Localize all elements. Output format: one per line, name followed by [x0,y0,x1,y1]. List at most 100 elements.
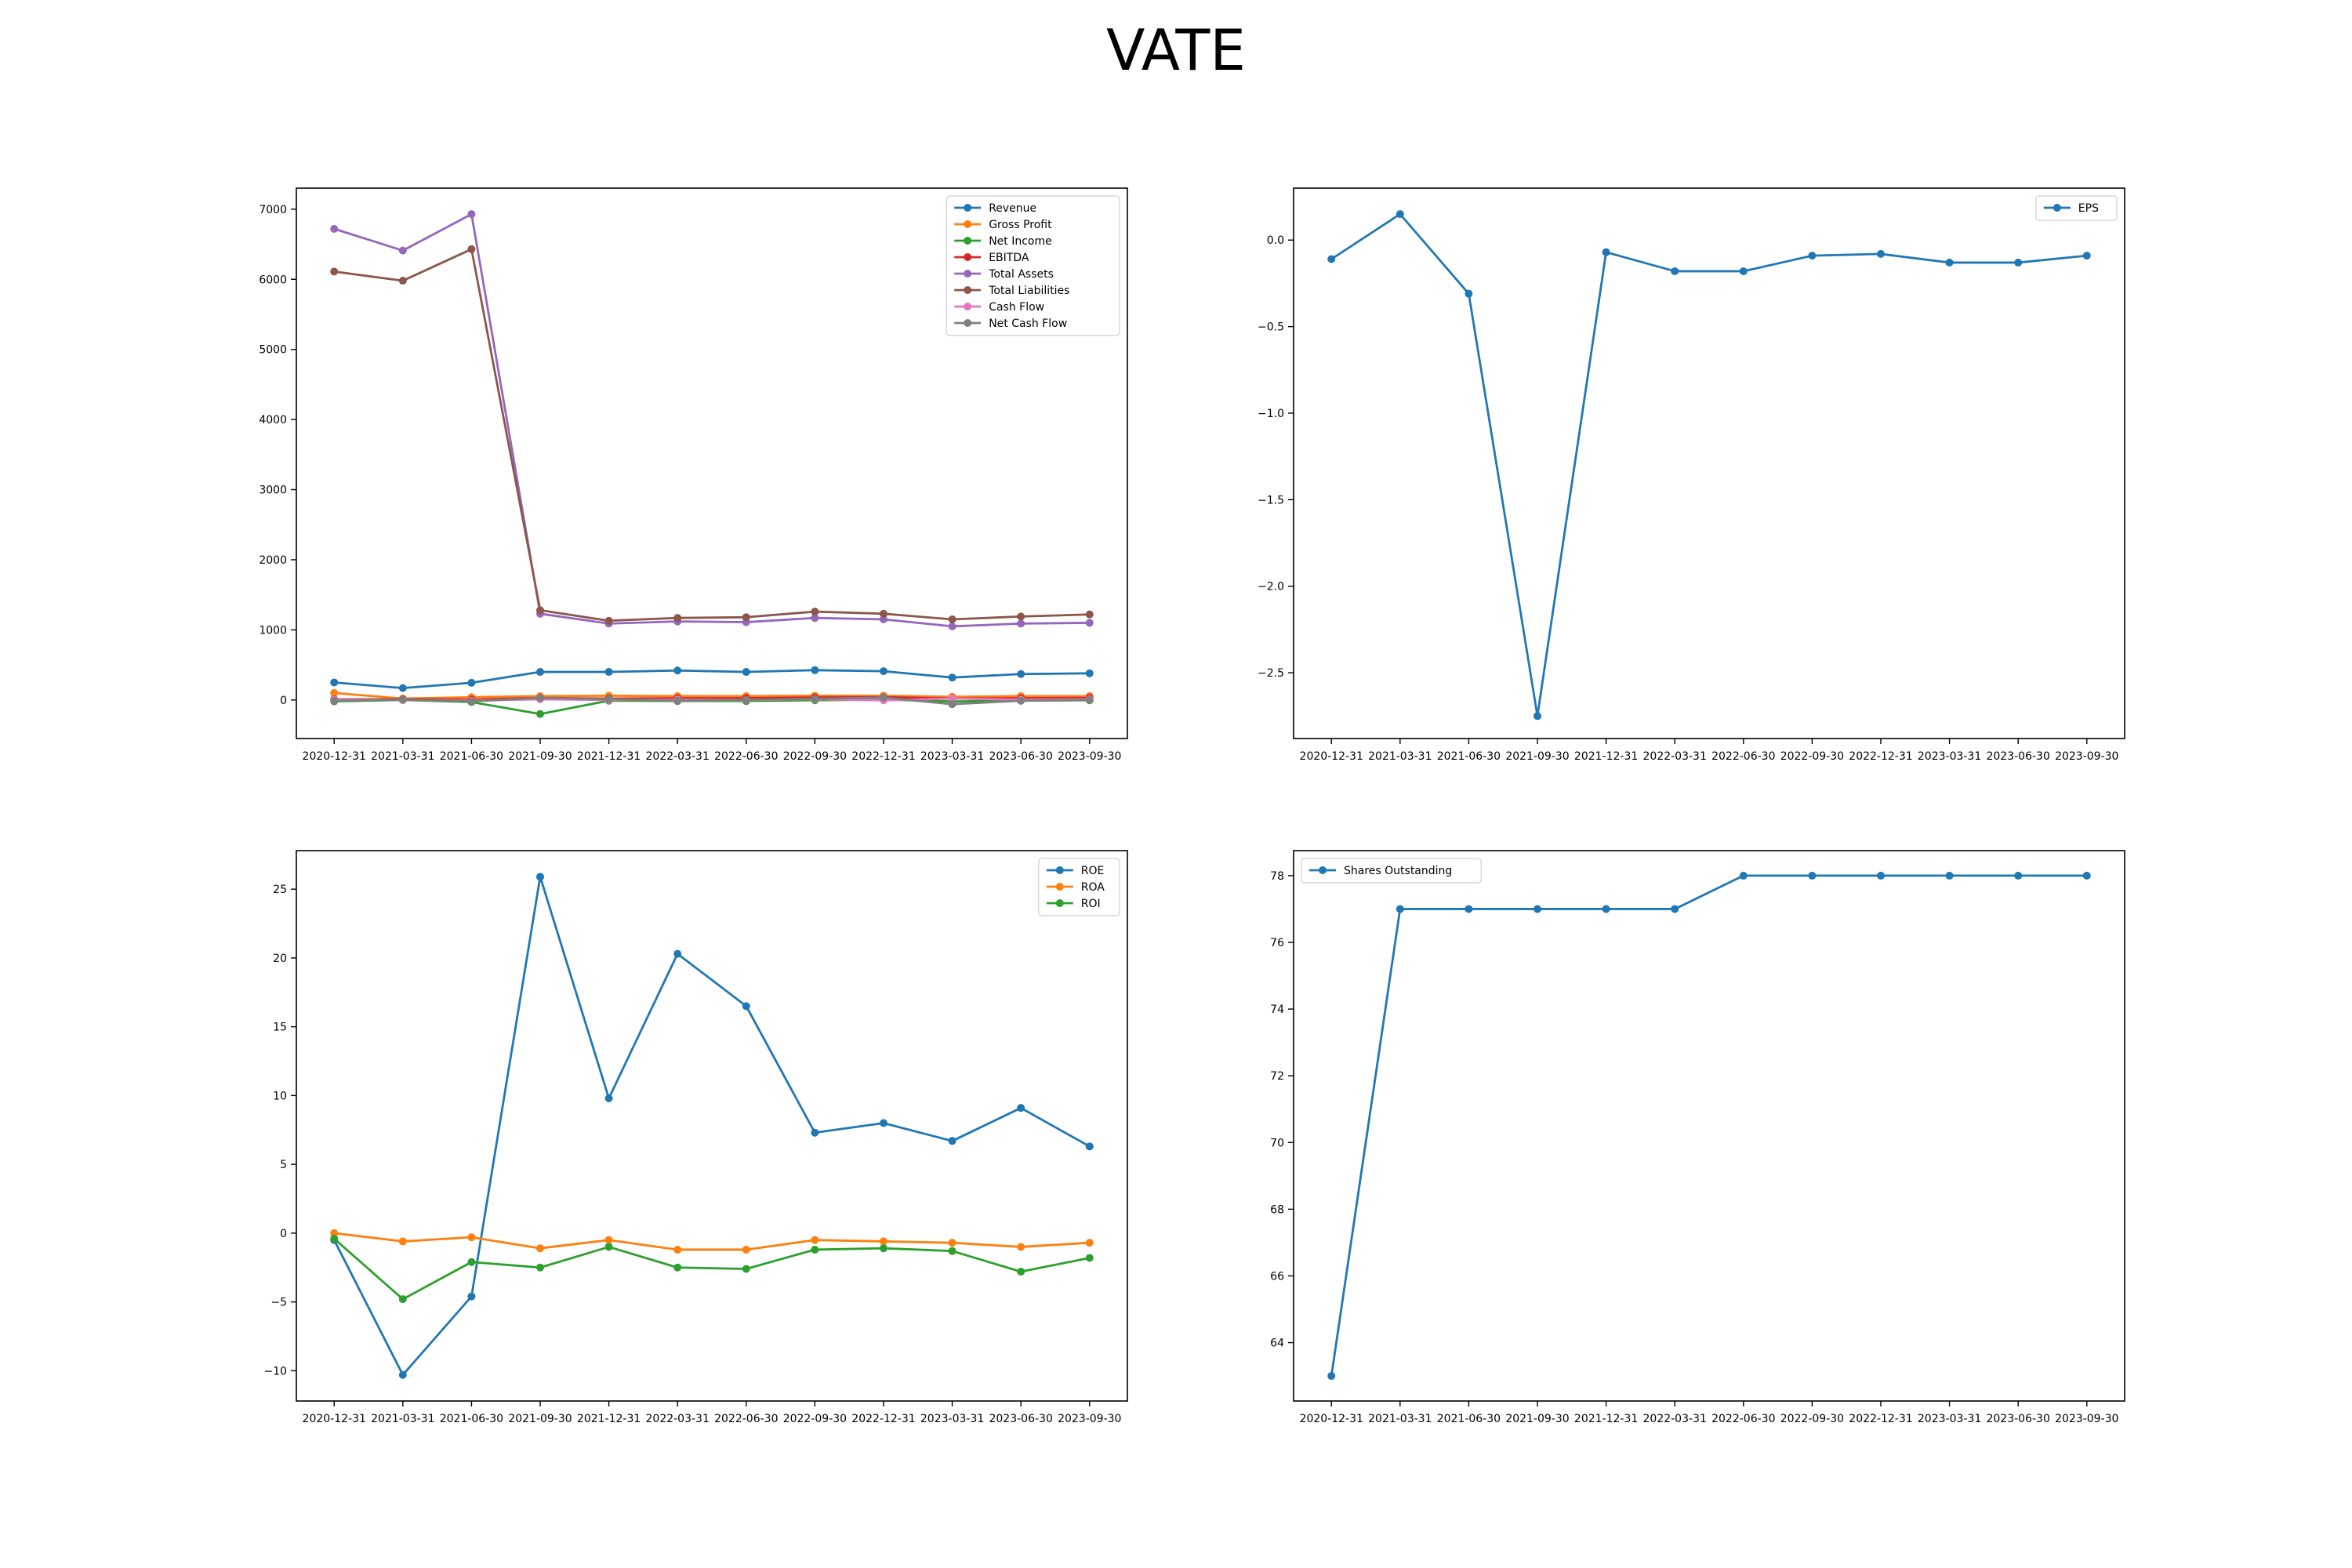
net-cash-flow-point [398,695,407,704]
total-liabilities-point [742,613,750,622]
x-tick-label: 2021-06-30 [440,750,503,763]
legend-box [946,195,1120,336]
x-tick-label: 2020-12-31 [1300,750,1363,763]
revenue-point [1085,669,1094,677]
x-tick-label: 2021-03-31 [1368,1413,1432,1425]
total-liabilities-legend-label: Total Liabilities [988,285,1069,297]
total-assets-point [330,224,339,233]
y-tick-label: 0 [280,1228,287,1240]
legend-box [2035,195,2118,221]
total-assets-line [333,212,1090,628]
x-tick-label: 2023-09-30 [2055,750,2118,763]
total-assets-point [1017,619,1025,628]
eps-point [2082,252,2091,260]
y-tick-label: 2000 [259,554,287,567]
x-tick-label: 2020-12-31 [303,750,366,763]
total-liabilities-point [467,245,476,253]
shares-outstanding-point [1602,905,1610,913]
total-assets-point [948,622,956,630]
x-tick-label: 2020-12-31 [1300,1413,1363,1425]
roi-legend-label: ROI [1081,898,1101,910]
roa-point [1017,1243,1025,1251]
shares-outstanding-point [1671,905,1679,913]
total-liabilities-point [673,614,682,622]
y-tick-label: −1.5 [1258,494,1284,506]
total-assets-legend-label: Total Assets [988,268,1054,281]
x-tick-label: 2021-03-31 [1368,750,1432,763]
roi-point [1085,1254,1094,1262]
shares-outstanding-legend-label: Shares Outstanding [1344,865,1452,877]
total-assets-point [1085,619,1094,627]
x-tick-label: 2023-03-31 [920,1413,984,1425]
x-tick-label: 2023-03-31 [1918,750,1981,763]
y-tick-label: 64 [1270,1338,1284,1350]
roi-point [536,1263,545,1272]
eps-point [1671,267,1679,275]
roi-point [673,1263,682,1272]
shares-outstanding-point [1945,871,1954,880]
revenue-point [811,666,819,674]
roe-point [467,1292,476,1301]
shares-outstanding-point [2014,871,2023,880]
revenue-point [330,678,339,687]
revenue-point [742,668,750,677]
roe-point [1085,1142,1094,1151]
net-cash-flow-point [742,695,750,704]
roi-point [467,1258,476,1266]
net-cash-flow-legend-marker [964,319,972,327]
revenue-legend-marker [964,204,972,212]
roa-point [811,1236,819,1244]
x-tick-label: 2022-12-31 [851,750,915,763]
ebitda-legend-label: EBITDA [989,252,1029,264]
eps-point [1739,267,1748,275]
roa-point [673,1245,682,1254]
axes-frame [1293,187,2125,739]
y-tick-label: 72 [1270,1070,1284,1083]
roa-point [1085,1239,1094,1247]
net-cash-flow-point [673,696,682,705]
x-tick-label: 2021-03-31 [371,750,434,763]
axes-frame [296,187,1128,739]
total-liabilities-point [948,615,956,623]
x-tick-label: 2022-03-31 [1643,750,1707,763]
total-liabilities-point [1085,610,1094,619]
roe-point [742,1002,750,1011]
eps-point [1396,210,1404,219]
roe-point [811,1128,819,1137]
revenue-point [398,684,407,692]
legend: ROE ROA ROI [1038,858,1120,916]
roe-point [536,873,545,881]
eps-legend-label: EPS [2078,202,2099,215]
roi-point [948,1247,956,1255]
shares-outstanding-point [1876,871,1885,880]
roe-point [673,949,682,958]
roi-point [330,1234,339,1243]
net-income-legend-marker [964,237,972,245]
x-tick-label: 2020-12-31 [303,1413,366,1425]
y-tick-label: 3000 [259,485,287,497]
gross-profit-legend-label: Gross Profit [989,219,1052,231]
y-tick-label: 10 [273,1090,287,1102]
revenue-legend-label: Revenue [989,202,1036,215]
y-tick-label: 5000 [259,344,287,357]
shares-outstanding-point [1739,871,1748,880]
y-tick-label: 5 [280,1159,287,1171]
total-liabilities-point [330,267,339,276]
roe-point [948,1137,956,1145]
roa-point [330,1229,339,1237]
roa-point [467,1233,476,1242]
y-tick-label: −10 [263,1365,287,1377]
x-tick-label: 2023-03-31 [920,750,984,763]
x-tick-label: 2022-03-31 [646,1413,710,1425]
total-liabilities-legend-marker [964,286,972,294]
net-cash-flow-point [879,693,887,702]
eps-point [1465,289,1473,298]
x-tick-label: 2023-06-30 [1986,1413,2049,1425]
x-tick-label: 2023-06-30 [989,1413,1052,1425]
gross-profit-legend-marker [964,220,972,228]
roe-line [332,875,1091,1377]
revenue-point [536,668,545,677]
roi-point [879,1244,887,1253]
